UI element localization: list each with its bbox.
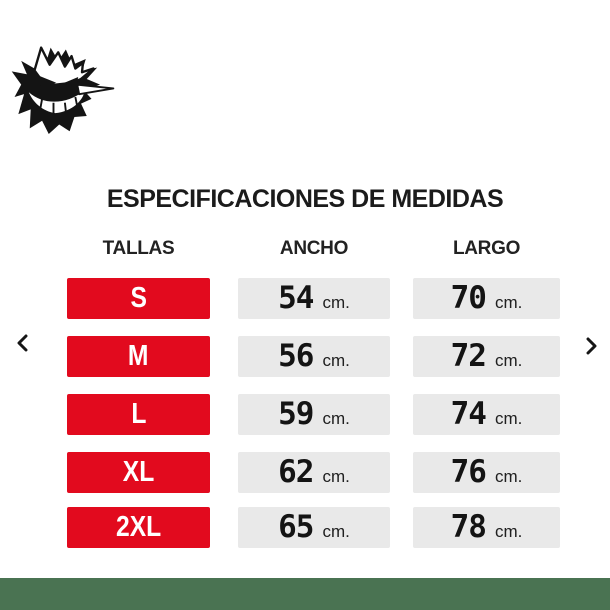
length-cell: 70 cm. bbox=[413, 278, 560, 319]
size-label: 2XL bbox=[115, 511, 162, 543]
width-value: 54 bbox=[278, 280, 314, 316]
unit-label: cm. bbox=[494, 467, 523, 486]
table-row: M 56 cm. 72 cm. bbox=[0, 336, 610, 377]
width-value: 59 bbox=[278, 396, 314, 432]
header-ancho: ANCHO bbox=[279, 238, 349, 259]
table-row: S 54 cm. 70 cm. bbox=[0, 278, 610, 319]
header-tallas: TALLAS bbox=[102, 238, 175, 259]
size-cell: S bbox=[67, 278, 210, 319]
length-value: 78 bbox=[450, 509, 487, 545]
width-value: 65 bbox=[278, 509, 314, 545]
unit-label: cm. bbox=[322, 293, 350, 312]
width-cell: 59 cm. bbox=[238, 394, 390, 435]
size-cell: L bbox=[67, 394, 210, 435]
unit-label: cm. bbox=[322, 467, 350, 486]
length-cell: 74 cm. bbox=[413, 394, 560, 435]
header-largo: LARGO bbox=[452, 238, 521, 259]
width-cell: 54 cm. bbox=[238, 278, 390, 319]
unit-label: cm. bbox=[494, 351, 523, 370]
unit-label: cm. bbox=[322, 409, 350, 428]
width-value: 62 bbox=[278, 454, 314, 490]
size-label: L bbox=[130, 398, 147, 430]
width-cell: 65 cm. bbox=[238, 507, 390, 548]
chevron-left-icon bbox=[17, 334, 28, 352]
gengar-logo-icon bbox=[11, 46, 115, 135]
table-row: L 59 cm. 74 cm. bbox=[0, 394, 610, 435]
length-cell: 72 cm. bbox=[413, 336, 560, 377]
chevron-right-icon bbox=[586, 337, 597, 355]
length-value: 70 bbox=[450, 280, 487, 316]
carousel-prev-button[interactable] bbox=[15, 333, 31, 353]
carousel-next-button[interactable] bbox=[583, 336, 599, 356]
size-cell: XL bbox=[67, 452, 210, 493]
length-cell: 78 cm. bbox=[413, 507, 560, 548]
width-cell: 62 cm. bbox=[238, 452, 390, 493]
size-label: XL bbox=[122, 456, 155, 488]
length-value: 74 bbox=[450, 396, 487, 432]
length-cell: 76 cm. bbox=[413, 452, 560, 493]
size-cell: 2XL bbox=[67, 507, 210, 548]
footer-band bbox=[0, 578, 610, 610]
size-label: M bbox=[128, 340, 149, 372]
unit-label: cm. bbox=[494, 522, 523, 541]
size-label: S bbox=[130, 282, 147, 314]
table-row: XL 62 cm. 76 cm. bbox=[0, 452, 610, 493]
width-cell: 56 cm. bbox=[238, 336, 390, 377]
unit-label: cm. bbox=[494, 409, 523, 428]
table-row: 2XL 65 cm. 78 cm. bbox=[0, 507, 610, 548]
width-value: 56 bbox=[278, 338, 314, 374]
unit-label: cm. bbox=[322, 351, 350, 370]
size-cell: M bbox=[67, 336, 210, 377]
page-title: ESPECIFICACIONES DE MEDIDAS bbox=[106, 185, 504, 213]
unit-label: cm. bbox=[322, 522, 350, 541]
length-value: 72 bbox=[450, 338, 487, 374]
unit-label: cm. bbox=[494, 293, 523, 312]
length-value: 76 bbox=[450, 454, 487, 490]
